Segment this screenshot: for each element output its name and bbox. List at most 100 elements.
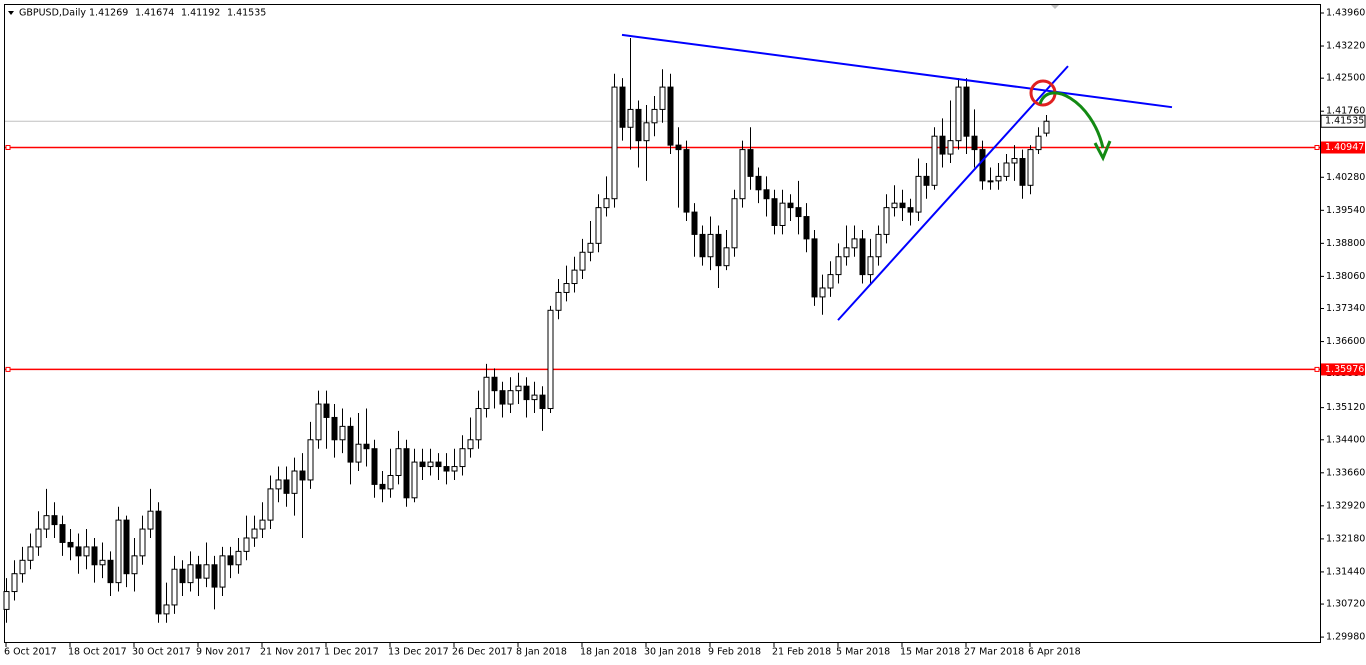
candle-body — [571, 269, 578, 285]
candle-body — [139, 528, 146, 557]
level-handle — [5, 144, 11, 150]
candle-body — [819, 287, 826, 298]
candle-body — [643, 122, 650, 142]
candle-body — [403, 448, 410, 499]
x-tick-label: 21 Feb 2018 — [772, 647, 831, 658]
header-close: 1.41535 — [227, 8, 266, 19]
x-tick-label: 6 Oct 2017 — [4, 647, 57, 658]
candle-body — [827, 274, 834, 289]
candle-body — [195, 564, 202, 579]
forecast-arrow — [1038, 91, 1105, 149]
candle-body — [259, 519, 266, 530]
level-handle — [5, 366, 11, 372]
candle-body — [1027, 149, 1034, 186]
candle-body — [787, 202, 794, 209]
candle-body — [235, 550, 242, 566]
candle-body — [363, 443, 370, 450]
plot-frame — [4, 4, 1321, 643]
candle-body — [883, 207, 890, 235]
candle-body — [843, 247, 850, 258]
trendline — [621, 33, 1173, 109]
candle-body — [67, 541, 74, 548]
candle-body — [283, 479, 290, 494]
candle-body — [387, 474, 394, 490]
candle-body — [699, 233, 706, 258]
candle-body — [307, 439, 314, 481]
candle-body — [1011, 158, 1018, 164]
x-tick-label: 21 Nov 2017 — [260, 647, 321, 658]
level-label: 1.35976 — [1325, 364, 1364, 375]
candle-body — [395, 448, 402, 476]
candle-body — [187, 564, 194, 584]
candle-body — [707, 233, 714, 258]
candle-body — [323, 403, 330, 418]
candle-body — [459, 448, 466, 468]
candle-body — [419, 461, 426, 468]
candle-body — [11, 573, 18, 593]
level-handle — [1314, 366, 1320, 372]
candle-body — [123, 519, 130, 575]
candle-body — [691, 211, 698, 235]
candle-body — [659, 86, 666, 110]
y-tick-label: 1.39540 — [1326, 205, 1365, 216]
x-tick-label: 6 Apr 2018 — [1028, 647, 1081, 658]
candle-body — [443, 466, 450, 472]
header-high: 1.41674 — [135, 8, 174, 19]
candle-body — [291, 470, 298, 494]
y-tick-label: 1.32180 — [1326, 533, 1365, 544]
candle-body — [267, 488, 274, 521]
candle-body — [947, 140, 954, 155]
candle-body — [915, 175, 922, 213]
candle-body — [499, 390, 506, 405]
candle-body — [515, 385, 522, 392]
candle-body — [131, 555, 138, 575]
candle-body — [891, 202, 898, 209]
candle-body — [451, 466, 458, 472]
forecast-arrowhead — [1093, 140, 1112, 162]
y-tick-label: 1.34400 — [1326, 434, 1365, 445]
menu-triangle — [8, 11, 14, 15]
candle-body — [931, 135, 938, 186]
x-tick-label: 15 Mar 2018 — [900, 647, 960, 658]
candle-body — [763, 189, 770, 200]
candle-body — [115, 519, 122, 584]
candle-body — [771, 198, 778, 226]
y-tick-label: 1.42500 — [1326, 73, 1365, 84]
candle-body — [107, 559, 114, 584]
candle-body — [163, 604, 170, 615]
header-low: 1.41192 — [181, 8, 220, 19]
candle-body — [155, 510, 162, 615]
candle-body — [427, 461, 434, 468]
candle-body — [523, 385, 530, 401]
x-tick-label: 8 Jan 2018 — [516, 647, 567, 658]
candle-body — [83, 546, 90, 557]
candle-body — [579, 251, 586, 271]
x-tick-label: 30 Oct 2017 — [132, 647, 191, 658]
y-tick-label: 1.38060 — [1326, 271, 1365, 282]
candle-body — [987, 180, 994, 183]
candle-body — [739, 149, 746, 200]
x-tick-label: 26 Dec 2017 — [452, 647, 513, 658]
x-tick-label: 9 Nov 2017 — [196, 647, 251, 658]
candle-body — [1035, 135, 1042, 151]
candle-body — [355, 443, 362, 463]
candle-body — [651, 108, 658, 124]
candle-body — [955, 86, 962, 142]
candle-body — [339, 425, 346, 441]
candle-body — [675, 144, 682, 151]
y-tick-label: 1.36600 — [1326, 336, 1365, 347]
y-tick-label: 1.35120 — [1326, 402, 1365, 413]
candle-body — [371, 448, 378, 485]
candle-body — [99, 559, 106, 566]
candle-body — [75, 546, 82, 557]
candle-body — [619, 86, 626, 128]
x-tick-label: 30 Jan 2018 — [644, 647, 701, 658]
candle-body — [59, 524, 66, 543]
price-label-box — [1320, 114, 1366, 128]
candle-body — [907, 207, 914, 213]
y-tick-label: 1.30720 — [1326, 599, 1365, 610]
candle-body — [507, 390, 514, 405]
candle-body — [171, 568, 178, 606]
